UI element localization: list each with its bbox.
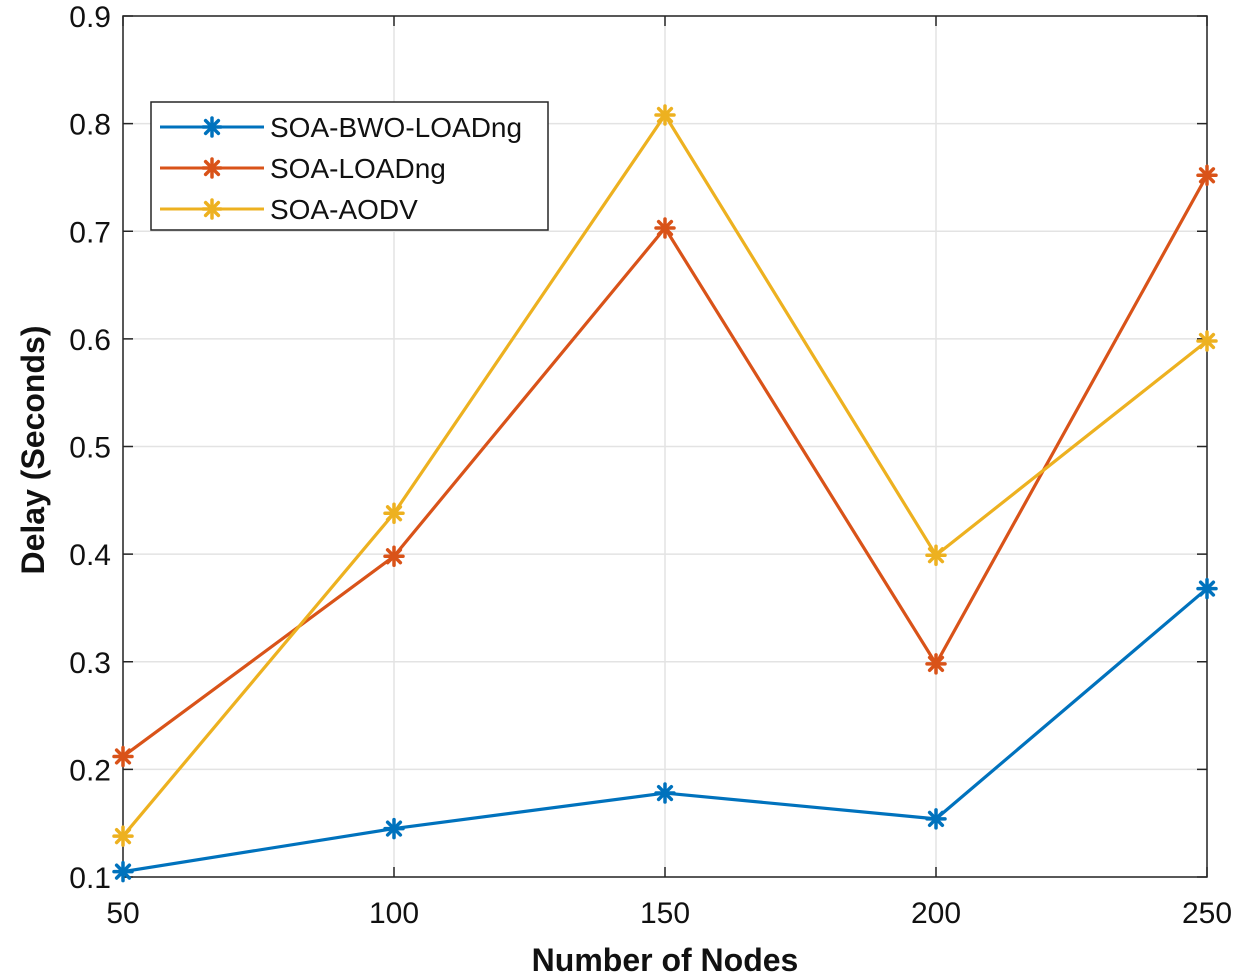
legend-label-2: SOA-LOADng <box>270 153 446 184</box>
legend-label-3: SOA-AODV <box>270 194 418 225</box>
data-point <box>1196 164 1218 187</box>
data-point <box>925 808 947 830</box>
y-tick-label: 0.3 <box>69 647 111 680</box>
y-axis-title: Delay (Seconds) <box>15 326 51 575</box>
series-1 <box>112 577 1218 883</box>
data-point <box>112 860 134 883</box>
series-3 <box>112 104 1218 847</box>
legend-asterisk <box>201 116 223 138</box>
data-point <box>925 544 947 566</box>
y-tick-label: 0.9 <box>69 1 111 34</box>
x-tick-label: 150 <box>640 897 690 930</box>
y-tick-label: 0.5 <box>69 432 111 465</box>
legend-marker-2 <box>201 157 223 179</box>
x-tick-label: 200 <box>911 897 961 930</box>
y-tick-label: 0.1 <box>69 862 111 895</box>
y-tick-label: 0.7 <box>69 216 111 249</box>
x-tick-label: 50 <box>106 897 139 930</box>
data-point <box>112 745 134 768</box>
y-tick-label: 0.8 <box>69 109 111 142</box>
data-point <box>654 217 676 239</box>
data-point <box>1196 577 1218 600</box>
data-point <box>925 653 947 675</box>
data-point <box>112 825 134 847</box>
data-point <box>654 104 676 126</box>
legend-entry-2: SOA-LOADng <box>160 153 446 184</box>
x-axis-title: Number of Nodes <box>532 942 799 978</box>
legend-asterisk <box>201 198 223 220</box>
legend-entry-1: SOA-BWO-LOADng <box>160 112 522 143</box>
y-tick-label: 0.6 <box>69 324 111 357</box>
x-tick-label: 250 <box>1182 897 1232 930</box>
legend-marker-1 <box>201 116 223 138</box>
series-group <box>112 104 1218 883</box>
y-tick-label: 0.2 <box>69 754 111 787</box>
data-point <box>383 502 405 524</box>
y-tick-label: 0.4 <box>69 539 111 572</box>
plot-frame <box>122 15 1208 878</box>
x-tick-label: 100 <box>369 897 419 930</box>
legend-marker-3 <box>201 198 223 220</box>
data-point <box>383 817 405 840</box>
data-point <box>383 545 405 568</box>
tick-labels: 50 100 150 200 250 0.1 0.2 0.3 0.4 0.5 0.6 0.7 0.8 0.… <box>69 1 1232 930</box>
data-point <box>1196 330 1218 352</box>
legend-entry-3: SOA-AODV <box>160 194 418 225</box>
legend-asterisk <box>201 157 223 179</box>
legend: SOA-BWO-LOADng SOA-LOADng SOA-AODV <box>150 101 549 231</box>
legend-label-1: SOA-BWO-LOADng <box>270 112 522 143</box>
data-point <box>654 782 676 804</box>
